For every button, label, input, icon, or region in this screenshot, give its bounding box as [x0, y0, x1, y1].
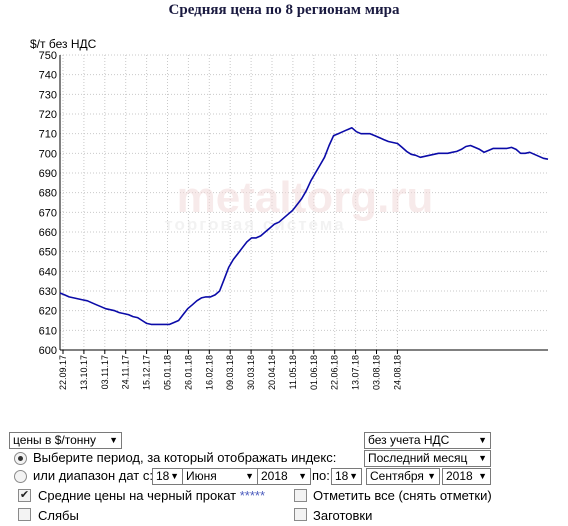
- chart-title: Средняя цена по 8 регионам мира: [168, 2, 400, 18]
- x-tick-label: 22.09.17: [58, 355, 68, 390]
- chevron-down-icon: ▼: [349, 471, 358, 481]
- from-year-select[interactable]: 2018 ▼: [257, 468, 311, 485]
- y-tick-label: 730: [39, 89, 57, 101]
- to-day-value: 18: [335, 469, 349, 483]
- watermark-tagline: торговая система: [164, 215, 345, 234]
- chart-series: [59, 127, 549, 326]
- y-tick-label: 620: [39, 306, 57, 318]
- y-tick-label: 670: [39, 207, 57, 219]
- x-tick-label: 01.06.18: [309, 355, 319, 390]
- x-tick-label: 09.03.18: [225, 355, 235, 390]
- y-tick-label: 700: [39, 148, 57, 160]
- x-tick-label: 26.01.18: [183, 355, 193, 390]
- from-day-select[interactable]: 18 ▼: [152, 468, 183, 485]
- x-tick-label: 30.03.18: [246, 355, 256, 390]
- check-all[interactable]: [294, 489, 307, 502]
- x-tick-label: 20.04.18: [267, 355, 277, 390]
- check-slabs[interactable]: [18, 508, 31, 521]
- to-year-select[interactable]: 2018 ▼: [442, 468, 491, 485]
- vat-select-value: без учета НДС: [368, 433, 450, 447]
- y-tick-label: 630: [39, 286, 57, 298]
- from-day-value: 18: [156, 469, 170, 483]
- from-year-value: 2018: [261, 469, 288, 483]
- y-tick-label: 650: [39, 247, 57, 259]
- chevron-down-icon: ▼: [478, 471, 487, 481]
- y-tick-label: 640: [39, 266, 57, 278]
- x-tick-label: 24.11.17: [121, 355, 131, 389]
- chevron-down-icon: ▼: [478, 435, 487, 445]
- range-radio[interactable]: [14, 470, 27, 483]
- y-tick-label: 660: [39, 227, 57, 239]
- period-select-value: Последний месяц: [368, 451, 468, 465]
- check-billets-label: Заготовки: [313, 508, 373, 523]
- chevron-down-icon: ▼: [109, 435, 118, 445]
- y-tick-label: 750: [39, 50, 57, 62]
- x-tick-label: 11.05.18: [288, 355, 298, 389]
- y-tick-label: 690: [39, 168, 57, 180]
- series-line: [59, 127, 549, 326]
- chevron-down-icon: ▼: [170, 471, 179, 481]
- check-black-steel-label: Средние цены на черный прокат *****: [38, 488, 265, 503]
- x-tick-label: 05.01.18: [163, 355, 173, 390]
- watermark-brand: metaltorg.ru: [177, 173, 434, 222]
- y-tick-label: 680: [39, 188, 57, 200]
- check-billets[interactable]: [294, 508, 307, 521]
- period-radio[interactable]: [14, 452, 27, 465]
- x-tick-label: 22.06.18: [330, 355, 340, 390]
- check-black-steel-text: Средние цены на черный прокат: [38, 488, 237, 503]
- x-tick-label: 13.07.18: [351, 355, 361, 390]
- stars-badge: *****: [239, 488, 266, 503]
- y-tick-label: 740: [39, 70, 57, 82]
- y-axis-label: $/т без НДС: [30, 37, 97, 51]
- to-year-value: 2018: [446, 469, 473, 483]
- y-tick-label: 720: [39, 109, 57, 121]
- x-tick-label: 03.11.17: [100, 355, 110, 389]
- x-tick-label: 24.08.18: [392, 355, 402, 390]
- chevron-down-icon: ▼: [298, 471, 307, 481]
- check-all-label: Отметить все (снять отметки): [313, 488, 492, 503]
- chart-axes: 600 610 620 630 640 650 660 670 680 690 700 710 720 7…: [39, 50, 548, 390]
- x-tick-label: 15.12.17: [142, 355, 152, 390]
- price-line-chart: metaltorg.ru торговая система 6006106206…: [30, 37, 549, 390]
- y-tick-label: 600: [39, 345, 57, 357]
- to-label: по:: [312, 468, 330, 483]
- to-day-select[interactable]: 18 ▼: [331, 468, 362, 485]
- checkmark-icon: ✔: [19, 489, 30, 501]
- x-tick-label: 13.10.17: [79, 355, 89, 390]
- check-black-steel[interactable]: ✔: [18, 489, 31, 502]
- chevron-down-icon: ▼: [478, 453, 487, 463]
- y-tick-label: 610: [39, 325, 57, 337]
- range-label: или диапазон дат с:: [33, 468, 153, 483]
- from-month-select[interactable]: Июня ▼: [182, 468, 258, 485]
- check-slabs-label: Слябы: [38, 508, 79, 523]
- from-month-value: Июня: [186, 469, 217, 483]
- vat-select[interactable]: без учета НДС ▼: [364, 432, 491, 449]
- chart-grid: [60, 54, 548, 351]
- to-month-value: Сентября: [370, 469, 424, 483]
- to-month-select[interactable]: Сентября ▼: [366, 468, 440, 485]
- units-select[interactable]: цены в $/тонну ▼: [9, 432, 122, 449]
- y-tick-label: 710: [39, 129, 57, 141]
- period-select[interactable]: Последний месяц ▼: [364, 450, 491, 467]
- chevron-down-icon: ▼: [245, 471, 254, 481]
- chevron-down-icon: ▼: [427, 471, 436, 481]
- units-select-value: цены в $/тонну: [13, 433, 97, 447]
- period-label: Выберите период, за который отображать и…: [33, 450, 337, 465]
- x-tick-label: 16.02.18: [204, 355, 214, 390]
- watermark-logo: metaltorg.ru торговая система: [164, 173, 433, 234]
- x-tick-label: 03.08.18: [372, 355, 382, 390]
